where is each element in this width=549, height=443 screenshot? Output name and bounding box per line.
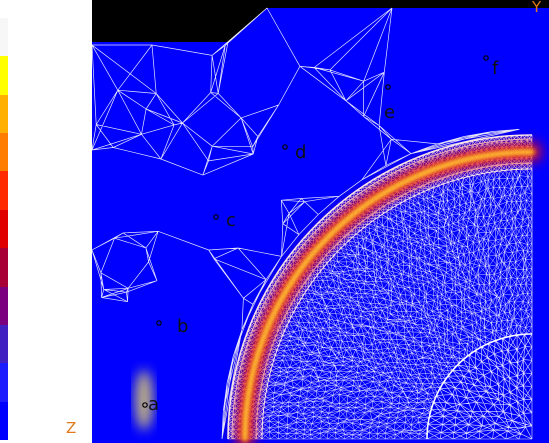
point-label-f: f	[492, 58, 499, 79]
legend-tick-label: 0.000e+000	[12, 403, 63, 412]
outer-coarse-mesh	[92, 7, 520, 440]
legend-tick-label: 8.140e+000	[12, 367, 63, 377]
y-axis-label: Y	[532, 0, 542, 16]
legend-tick-label: 3.256e+001	[12, 259, 63, 269]
point-label-a: a	[148, 394, 160, 415]
probe-point-marker	[142, 402, 148, 408]
point-label-d: d	[295, 142, 307, 163]
legend-swatch	[0, 94, 8, 134]
legend-tick-label: 2.442e+001	[12, 295, 63, 305]
legend-swatch	[0, 209, 8, 249]
probe-point-marker	[282, 144, 288, 150]
mesh-canvas	[92, 0, 549, 443]
legend-tick-label: 8.140e+001	[12, 44, 63, 53]
point-label-c: c	[226, 210, 236, 231]
legend-swatch	[0, 363, 8, 403]
legend-swatch	[0, 18, 8, 57]
probe-point-marker	[385, 84, 391, 90]
legend-tick-label: 5.698e+001	[12, 151, 63, 161]
legend-swatch	[0, 133, 8, 172]
legend-tick-label: 4.884e+001	[12, 187, 63, 197]
z-axis-label: Z	[66, 419, 77, 437]
legend-swatch	[0, 56, 8, 96]
legend-color-bar	[0, 18, 8, 441]
probe-point-markers	[142, 55, 489, 408]
point-label-e: e	[384, 102, 396, 123]
color-legend: 8.140e+001 7.326e+001 6.512e+001 5.698e+001…	[0, 0, 92, 443]
probe-point-marker	[213, 214, 219, 220]
hub-mesh	[426, 333, 533, 440]
temperature-hot-band	[135, 141, 543, 443]
probe-point-marker	[483, 55, 489, 61]
probe-point-marker	[156, 320, 162, 326]
legend-swatch	[0, 324, 8, 364]
frame-black-corner	[92, 0, 549, 42]
point-label-b: b	[177, 316, 189, 337]
legend-swatch	[0, 401, 8, 441]
legend-tick-label: 4.070e+001	[12, 223, 63, 233]
legend-swatch	[0, 286, 8, 326]
legend-swatch	[0, 248, 8, 288]
legend-swatch	[0, 171, 8, 211]
legend-tick-label: 6.512e+001	[12, 115, 63, 125]
fem-contour-plot: a b c d e f Y Z	[66, 0, 549, 443]
legend-tick-label: 1.628e+001	[12, 331, 63, 341]
legend-tick-label: 7.326e+001	[12, 79, 63, 89]
